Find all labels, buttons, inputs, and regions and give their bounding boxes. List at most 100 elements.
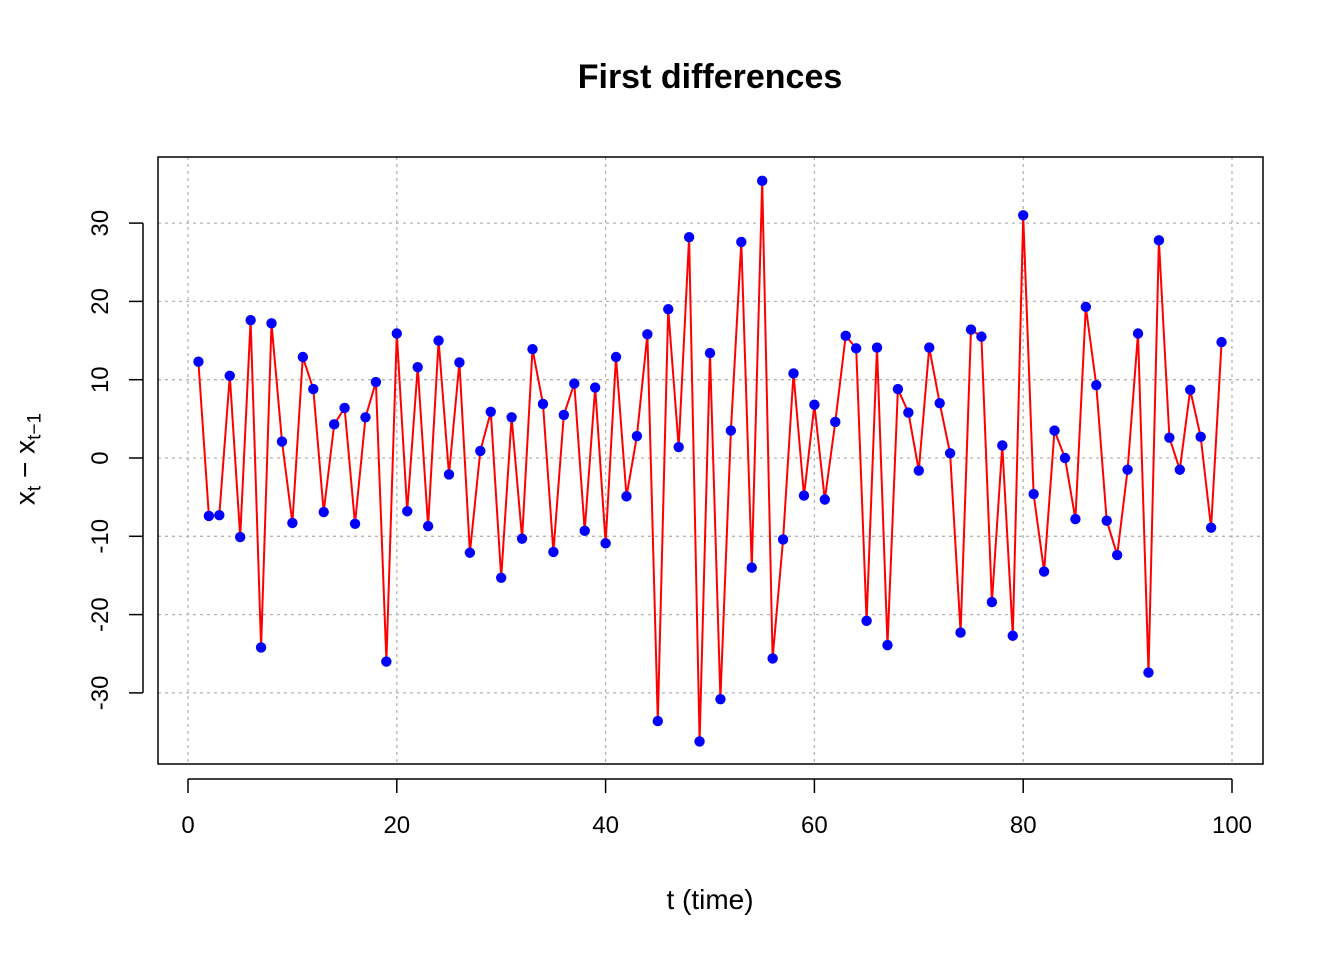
data-point (464, 547, 476, 558)
data-point (224, 370, 235, 381)
data-point (422, 520, 434, 532)
data-point (944, 448, 956, 459)
data-point (475, 445, 486, 457)
data-point (610, 351, 622, 363)
y-tick-label: 30 (87, 210, 114, 237)
data-point (328, 419, 340, 430)
data-point (850, 343, 862, 354)
data-point (391, 328, 402, 339)
data-point (496, 572, 507, 583)
data-point (287, 517, 298, 529)
data-point (798, 490, 810, 501)
data-point (694, 736, 705, 747)
data-point (788, 368, 799, 379)
y-tick-label: -10 (87, 519, 114, 554)
x-tick-label: 0 (181, 812, 194, 839)
data-point (569, 378, 580, 389)
data-point (235, 531, 246, 543)
data-point (976, 331, 987, 342)
data-point (402, 506, 413, 517)
data-point (1195, 431, 1206, 443)
data-point (631, 430, 643, 442)
data-point (537, 398, 549, 410)
y-label-base1: x (9, 491, 41, 506)
y-tick-label: 0 (87, 451, 114, 464)
data-point (1091, 379, 1102, 391)
data-point (924, 342, 935, 353)
data-point (1164, 432, 1175, 443)
data-point (642, 329, 653, 340)
data-point (1153, 235, 1165, 246)
data-point (652, 715, 663, 727)
y-label-op: − (9, 453, 41, 486)
chart-title: First differences (577, 58, 843, 96)
data-point (1049, 425, 1060, 436)
grid-lines (158, 157, 1263, 764)
data-point (516, 533, 528, 544)
data-point (558, 409, 570, 421)
data-point (1111, 549, 1123, 561)
data-point (955, 627, 966, 638)
data-point (986, 596, 998, 608)
data-point (621, 491, 632, 502)
y-tick-label: -20 (87, 597, 114, 632)
data-point (370, 376, 382, 388)
data-point (454, 357, 465, 368)
data-point (339, 402, 350, 414)
data-point (1216, 336, 1227, 348)
data-point (548, 546, 559, 558)
data-points (193, 175, 1227, 747)
data-point (882, 639, 893, 651)
x-axis-label: t (time) (666, 884, 754, 915)
data-point (1038, 566, 1050, 577)
y-tick-label: -30 (87, 676, 114, 711)
data-point (443, 469, 455, 480)
data-point (1007, 630, 1018, 641)
data-point (673, 441, 684, 453)
data-point (1132, 328, 1144, 339)
data-point (1080, 301, 1092, 313)
data-point (715, 693, 726, 705)
data-point (193, 356, 204, 367)
x-tick-label: 40 (592, 812, 619, 839)
data-point (381, 656, 392, 667)
x-tick-label: 100 (1212, 812, 1252, 839)
data-point (297, 351, 309, 363)
x-tick-label: 20 (383, 812, 410, 839)
data-point (903, 407, 914, 418)
data-point (318, 506, 329, 518)
data-point (1174, 464, 1186, 475)
y-axis-label: xt − xt−1 (10, 413, 47, 505)
data-point (840, 330, 851, 342)
data-point (485, 406, 496, 418)
data-point (819, 494, 831, 505)
data-point (412, 361, 423, 373)
data-point (1018, 210, 1029, 221)
y-label-sub1: t (24, 485, 46, 492)
data-point (589, 382, 601, 393)
data-point (809, 399, 820, 410)
data-point (683, 231, 695, 243)
data-point (506, 412, 517, 423)
y-tick-label: 10 (87, 366, 114, 393)
data-point (861, 615, 872, 627)
data-point (757, 175, 768, 187)
data-point (527, 343, 538, 355)
data-point (736, 236, 747, 248)
data-point (746, 562, 757, 573)
data-point (214, 509, 225, 521)
data-point (579, 525, 590, 537)
axes: 0 20 40 60 80 100 -30 -20 -10 0 10 20 30 (87, 210, 1252, 839)
x-tick-label: 80 (1010, 812, 1037, 839)
data-point (934, 397, 945, 409)
x-tick-label: 60 (801, 812, 828, 839)
data-point (349, 518, 361, 529)
data-point (1185, 384, 1196, 396)
data-point (997, 440, 1008, 451)
data-point (1028, 488, 1039, 500)
data-point (1101, 515, 1112, 526)
data-point (255, 642, 267, 653)
data-point (276, 436, 288, 447)
data-point (203, 510, 215, 522)
